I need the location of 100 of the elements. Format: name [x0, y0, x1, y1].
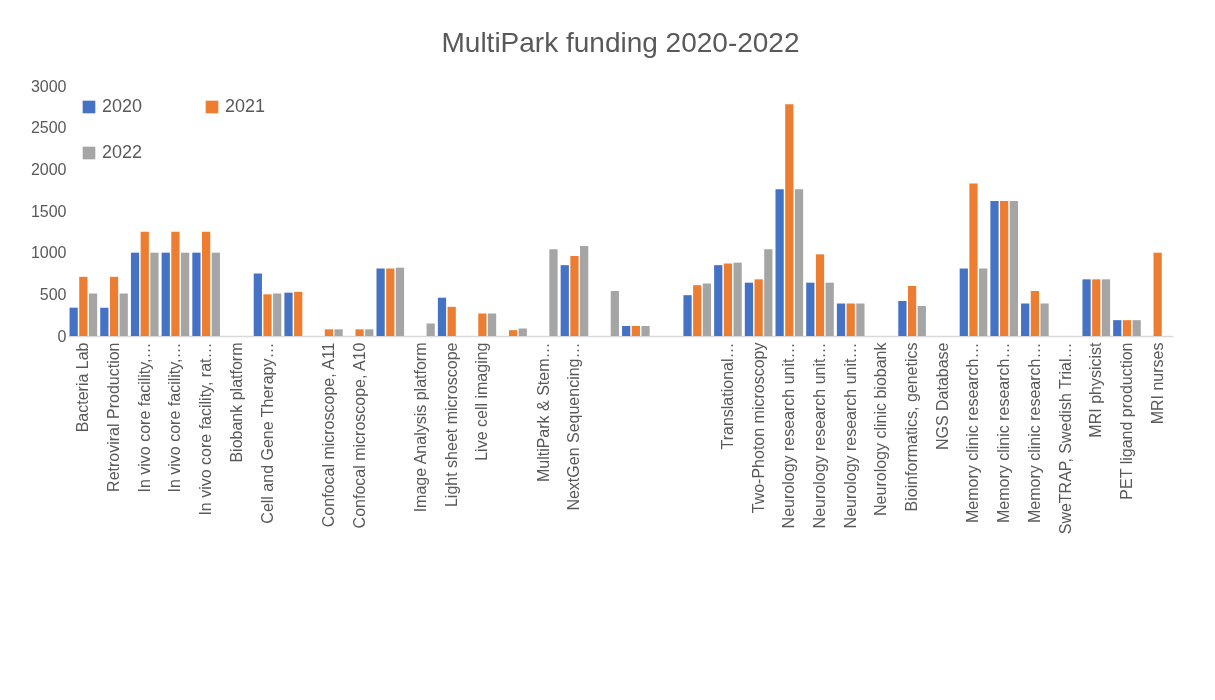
bar — [693, 285, 702, 336]
bar — [1009, 201, 1018, 336]
bar — [969, 183, 978, 336]
bar — [907, 286, 917, 336]
bar — [959, 268, 968, 336]
bar — [631, 326, 640, 336]
bar — [610, 291, 619, 336]
bar — [1132, 320, 1141, 336]
bar — [181, 252, 190, 336]
bar — [570, 256, 579, 336]
bar — [1092, 279, 1101, 336]
bar — [324, 329, 334, 336]
bar — [898, 301, 907, 336]
x-tick-label: Two-Photon microscopy — [749, 342, 767, 514]
bar — [560, 265, 569, 336]
bar — [815, 254, 825, 336]
chart-title: MultiPark funding 2020-2022 — [441, 27, 800, 58]
y-tick-label: 1500 — [30, 202, 67, 220]
bar — [1030, 291, 1039, 336]
y-tick-label: 3000 — [30, 77, 67, 95]
bar — [447, 306, 456, 336]
bar — [284, 292, 293, 336]
bar — [1021, 303, 1030, 336]
x-tick-label: SweTRAP, Swedish Trial… — [1056, 342, 1074, 535]
bar — [171, 231, 180, 336]
bar — [764, 249, 773, 336]
bar — [825, 282, 834, 336]
bar — [1153, 252, 1162, 336]
legend-label: 2022 — [102, 142, 143, 162]
bar — [437, 297, 447, 336]
x-tick-label: Memory clinic research… — [995, 342, 1013, 523]
bar — [979, 268, 988, 336]
bar — [518, 328, 527, 336]
x-tick-label: Bacteria Lab — [74, 342, 92, 433]
bar — [1113, 320, 1122, 336]
bar — [100, 307, 109, 336]
y-tick-label: 1000 — [30, 244, 67, 262]
bar — [714, 265, 723, 336]
x-tick-label: Light sheet microscope — [442, 342, 460, 508]
bar — [1040, 303, 1049, 336]
bar — [846, 303, 855, 336]
bar — [109, 276, 119, 336]
bar — [426, 323, 435, 336]
bar — [744, 282, 754, 336]
bar — [754, 279, 763, 336]
x-tick-label: Memory clinic research… — [964, 342, 982, 523]
bar — [334, 329, 343, 336]
bar — [88, 293, 98, 336]
bar — [202, 231, 211, 336]
bar — [917, 306, 926, 336]
bar — [119, 293, 128, 336]
x-tick-label: PET ligand production — [1117, 342, 1135, 500]
x-tick-label: Neurology clinic biobank — [872, 341, 890, 516]
x-tick-label: MultiPark & Stem… — [534, 342, 552, 483]
bar — [69, 307, 78, 336]
x-tick-label: NextGen Sequencing… — [565, 342, 583, 511]
bar — [990, 201, 999, 336]
bar — [273, 293, 282, 336]
bar — [130, 252, 140, 336]
bar — [355, 329, 364, 336]
bar — [641, 326, 650, 336]
x-tick-label: Translational… — [718, 342, 736, 450]
bar — [478, 313, 487, 336]
bar — [386, 268, 395, 336]
bar — [785, 104, 794, 336]
bar — [253, 273, 262, 336]
x-tick-label: In vivo core facility,… — [166, 342, 184, 493]
x-tick-label: Confocal microscope, A11 — [319, 342, 337, 528]
bar — [1000, 201, 1009, 336]
bar — [775, 189, 784, 336]
bar — [580, 246, 589, 336]
bar — [140, 231, 149, 336]
bar — [376, 268, 385, 336]
bar — [161, 252, 170, 336]
bar — [549, 249, 558, 336]
x-tick-label: Cell and Gene Therapy… — [258, 342, 276, 524]
bar — [192, 252, 201, 336]
bar — [836, 303, 846, 336]
bar — [733, 262, 742, 336]
x-tick-label: Memory clinic research… — [1025, 342, 1043, 523]
legend-label: 2021 — [225, 96, 266, 116]
x-tick-label: Neurology research unit… — [780, 342, 798, 529]
bar — [806, 282, 815, 336]
bar — [856, 303, 865, 336]
y-tick-label: 2500 — [30, 119, 67, 137]
x-tick-label: Live cell imaging — [473, 342, 491, 461]
x-tick-label: MRI physicist — [1087, 341, 1105, 438]
y-tick-label: 0 — [57, 327, 67, 345]
legend-label: 2020 — [102, 96, 143, 116]
y-tick-label: 500 — [39, 285, 67, 303]
bar — [294, 291, 303, 336]
x-tick-label: Neurology research unit… — [841, 342, 859, 529]
bar — [487, 313, 497, 336]
x-tick-label: Confocal microscope, A10 — [350, 342, 368, 529]
bar — [263, 294, 272, 336]
x-tick-label: In vivo core facility, rat… — [197, 342, 215, 516]
x-tick-label: MRI nurses — [1148, 342, 1166, 425]
x-tick-label: Retroviral Production — [105, 342, 123, 492]
x-tick-label: Bioinformatics, genetics — [903, 342, 921, 512]
bar — [723, 263, 733, 336]
